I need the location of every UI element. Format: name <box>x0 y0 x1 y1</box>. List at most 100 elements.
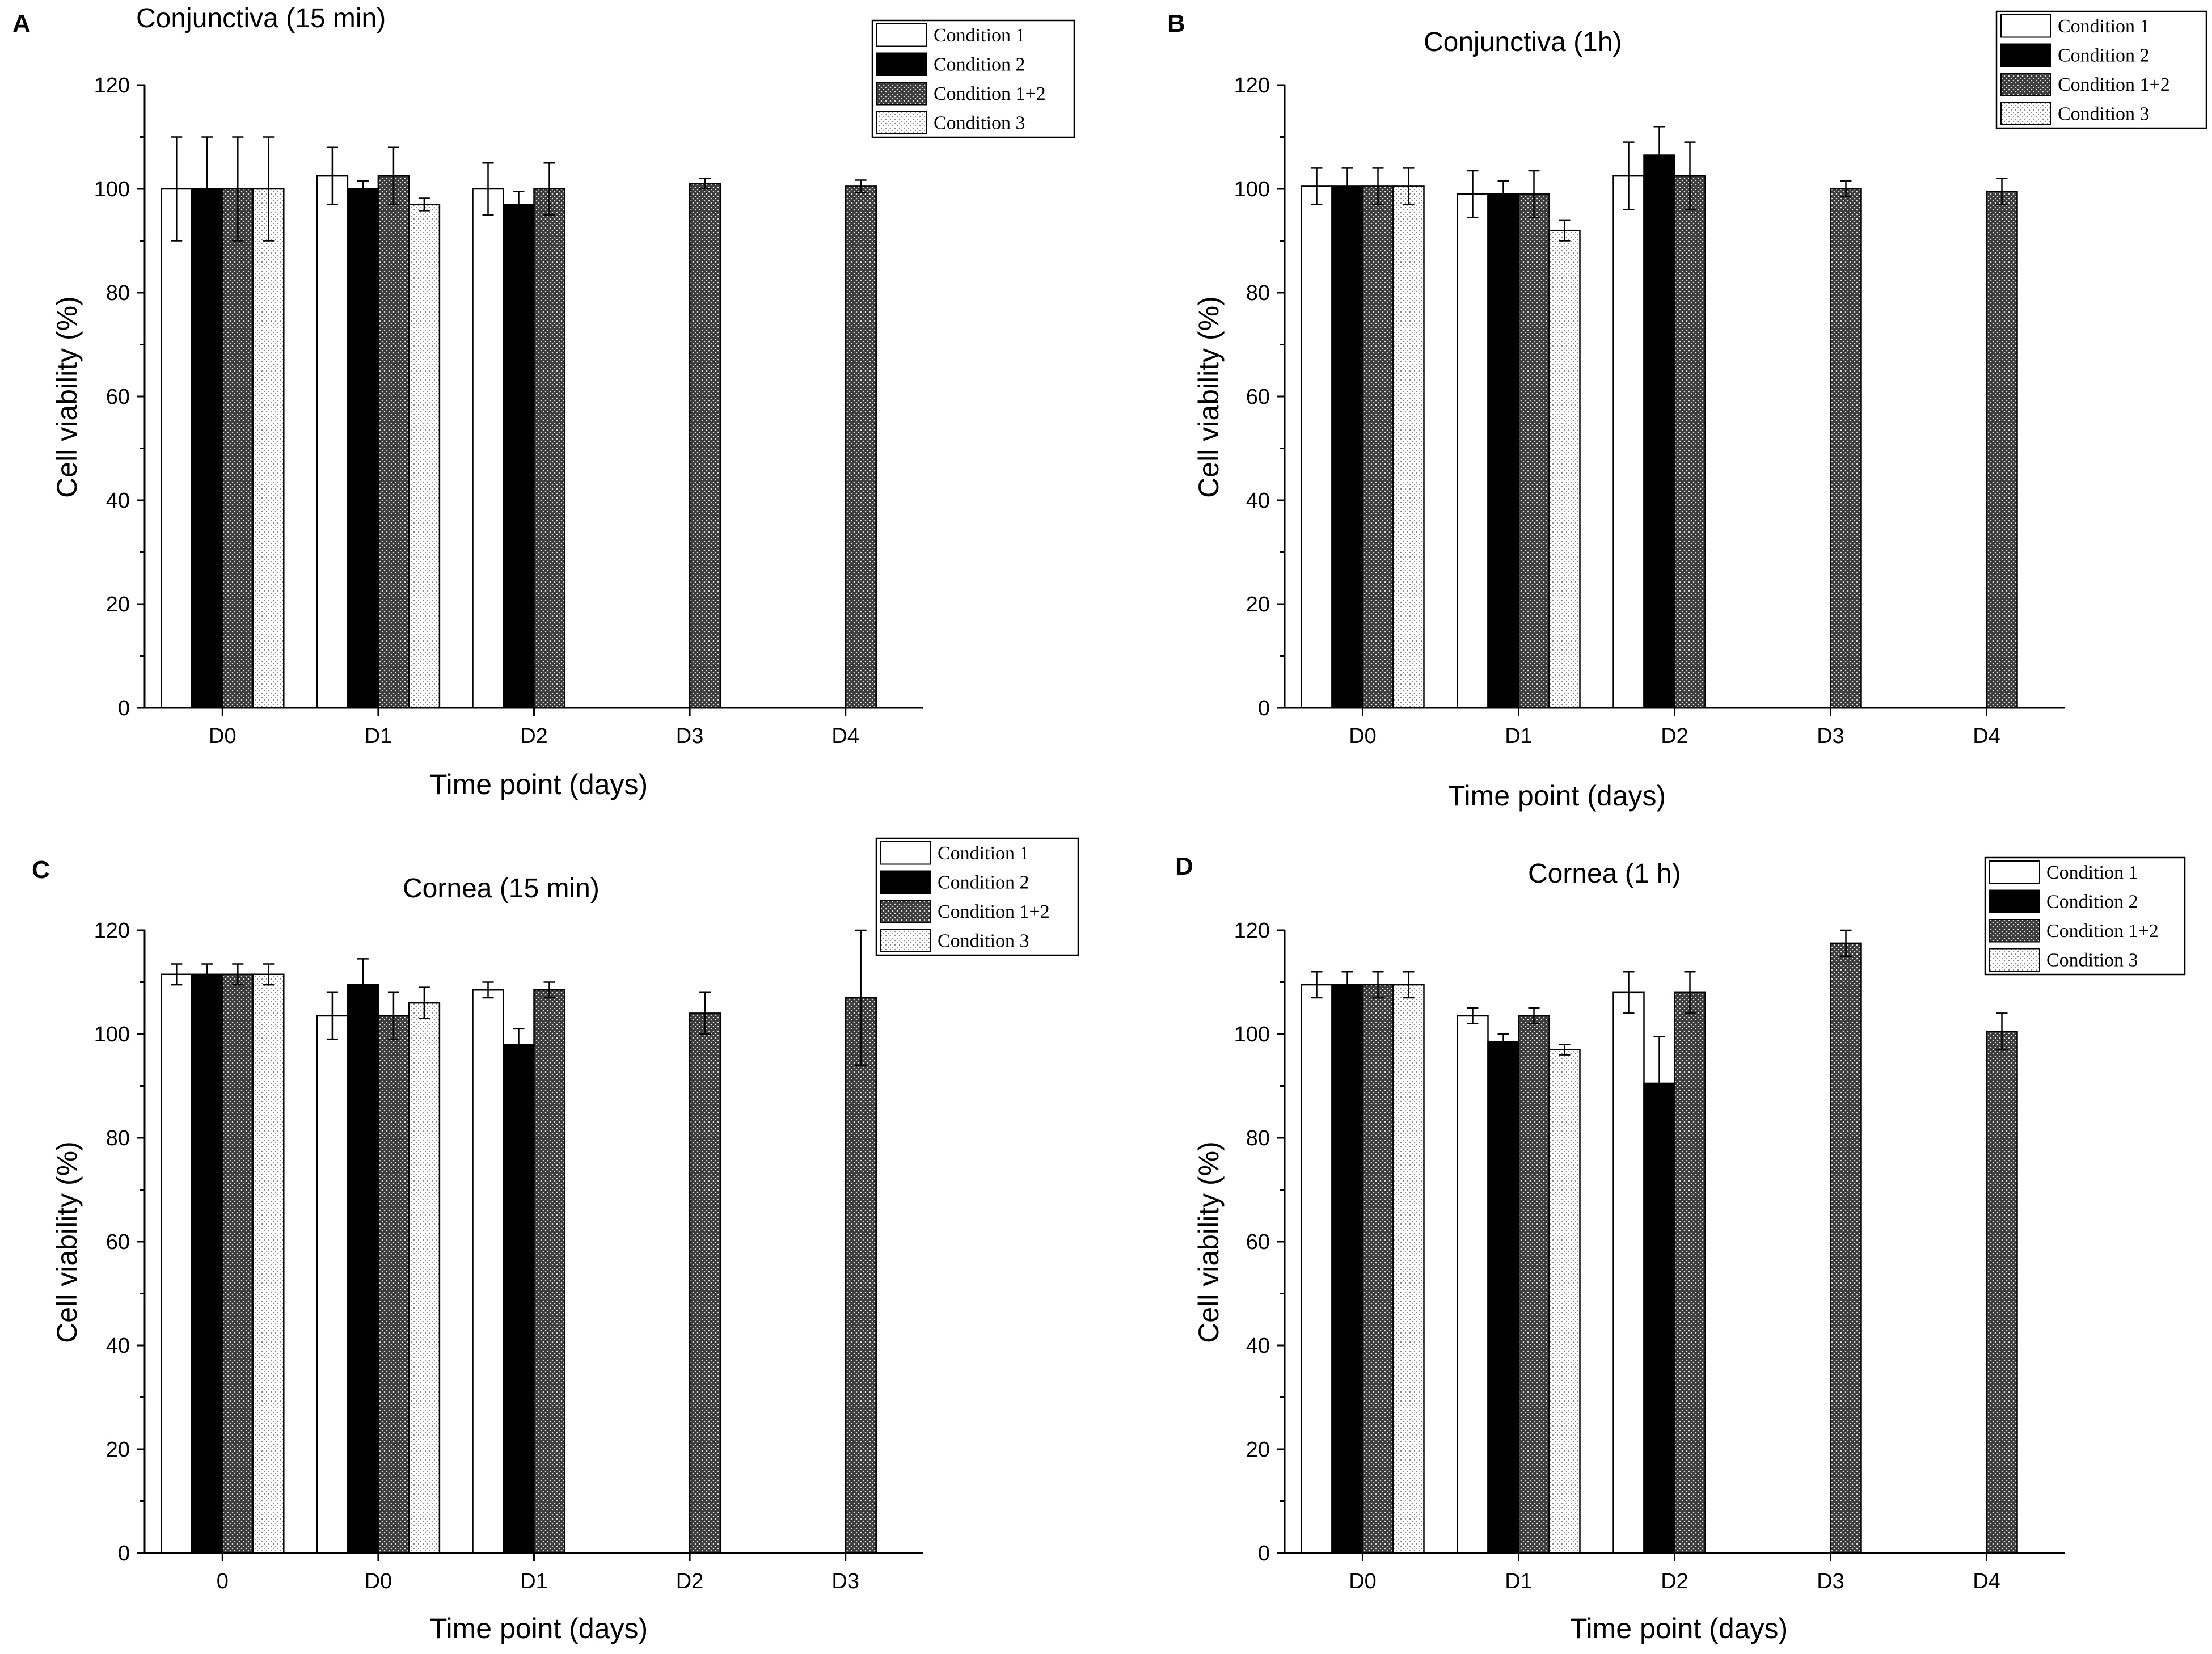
bar-b-D0-s4 <box>1392 185 1425 709</box>
panel-title-b: Conjunctiva (1h) <box>1424 27 1622 57</box>
legend-label-d-s4: Condition 3 <box>2046 950 2138 971</box>
y-tick-label-c: 100 <box>94 1023 130 1047</box>
panel-letter-b: B <box>1167 10 1185 37</box>
legend-swatch-d-s2 <box>1989 889 2040 913</box>
bar-d-D4-s3 <box>1986 1031 2018 1554</box>
legend-swatch-c-s2 <box>880 870 931 894</box>
x-tick-label-d: D1 <box>1505 1569 1533 1593</box>
bar-c-D0-s1 <box>316 1015 349 1554</box>
legend-swatch-a-s3 <box>876 82 927 106</box>
legend-label-c-s2: Condition 2 <box>938 872 1029 893</box>
panel-c: C Cornea (15 min) Cell viability (%) Tim… <box>32 837 1079 1644</box>
y-tick-label-a: 20 <box>106 593 130 617</box>
y-axis-label-d: Cell viability (%) <box>1193 1141 1225 1343</box>
bar-a-D0-s4 <box>252 188 285 709</box>
x-axis-label-a: Time point (days) <box>430 769 648 800</box>
x-tick-label-b: D3 <box>1817 724 1844 748</box>
panel-letter-a: A <box>12 10 31 37</box>
y-tick-label-d: 80 <box>1246 1126 1270 1150</box>
bar-a-D2-s1 <box>472 188 504 709</box>
bar-d-D1-s2 <box>1487 1041 1519 1554</box>
y-tick-label-c: 20 <box>106 1438 130 1462</box>
legend-swatch-c-s1 <box>880 841 931 865</box>
y-axis-label-b: Cell viability (%) <box>1193 296 1225 498</box>
bar-c-D0-s3 <box>377 1015 410 1554</box>
bar-b-D2-s2 <box>1643 154 1675 709</box>
x-tick-label-a: D3 <box>676 724 704 748</box>
bar-c-D1-s1 <box>472 989 504 1554</box>
bar-b-D2-s1 <box>1612 175 1645 709</box>
y-axis-label-c: Cell viability (%) <box>51 1141 83 1343</box>
legend-swatch-d-s4 <box>1989 948 2040 972</box>
y-tick-label-c: 40 <box>106 1334 130 1358</box>
legend-label-b-s1: Condition 1 <box>2058 16 2150 37</box>
y-tick-label-d: 0 <box>1258 1542 1270 1566</box>
legend-swatch-b-s1 <box>2000 14 2051 38</box>
bar-c-0-s4 <box>252 973 285 1554</box>
legend-label-a-s3: Condition 1+2 <box>934 83 1046 104</box>
bar-d-D2-s2 <box>1643 1082 1675 1554</box>
x-tick-label-c: D0 <box>365 1569 392 1593</box>
x-tick-label-b: D4 <box>1973 724 2000 748</box>
legend-swatch-d-s1 <box>1989 860 2040 884</box>
bar-b-D2-s3 <box>1674 175 1706 709</box>
y-tick-label-d: 20 <box>1246 1438 1270 1462</box>
bar-a-D0-s3 <box>222 188 254 709</box>
x-axis-label-c: Time point (days) <box>430 1613 648 1644</box>
x-tick-label-b: D1 <box>1505 724 1533 748</box>
bar-b-D4-s3 <box>1986 191 2018 709</box>
legend-label-c-s4: Condition 3 <box>938 931 1029 952</box>
bar-c-D2-s3 <box>689 1012 721 1554</box>
legend-label-a-s1: Condition 1 <box>934 25 1025 46</box>
legend-swatch-b-s4 <box>2000 102 2051 125</box>
y-tick-label-c: 60 <box>106 1230 130 1254</box>
legend-label-d-s1: Condition 1 <box>2046 862 2138 883</box>
bar-a-D1-s2 <box>347 188 379 709</box>
bar-c-D1-s2 <box>503 1044 535 1554</box>
panel-title-d: Cornea (1 h) <box>1528 859 1681 889</box>
bar-a-D0-s1 <box>161 188 193 709</box>
legend-swatch-c-s4 <box>880 929 931 952</box>
panel-letter-c: C <box>32 856 50 884</box>
bar-b-D0-s2 <box>1331 185 1363 709</box>
x-tick-label-c: D1 <box>520 1569 548 1593</box>
y-tick-label-b: 40 <box>1246 489 1270 513</box>
bar-b-D1-s4 <box>1548 229 1581 709</box>
bar-b-D1-s2 <box>1487 193 1519 709</box>
legend-label-a-s2: Condition 2 <box>934 54 1025 75</box>
bar-c-D3-s3 <box>845 997 877 1554</box>
x-tick-label-c: 0 <box>217 1569 229 1593</box>
y-tick-label-a: 0 <box>118 697 130 720</box>
x-axis-label-d: Time point (days) <box>1570 1613 1788 1644</box>
bar-d-D0-s4 <box>1392 984 1425 1554</box>
legend-a: Condition 1 Condition 2 Condition 1+2 Condi… <box>871 19 1075 138</box>
legend-swatch-a-s1 <box>876 23 927 47</box>
y-tick-label-a: 60 <box>106 385 130 409</box>
bar-a-D2-s3 <box>533 188 565 709</box>
y-tick-label-c: 120 <box>94 919 130 943</box>
legend-d: Condition 1 Condition 2 Condition 1+2 Condi… <box>1984 856 2186 976</box>
x-tick-label-d: D2 <box>1661 1569 1688 1593</box>
x-tick-label-d: D4 <box>1973 1569 2000 1593</box>
bar-c-D1-s3 <box>533 989 565 1554</box>
bar-d-D0-s2 <box>1331 984 1363 1554</box>
bar-c-D0-s4 <box>408 1002 441 1554</box>
x-tick-label-a: D1 <box>365 724 392 748</box>
legend-label-d-s3: Condition 1+2 <box>2046 921 2159 942</box>
y-tick-label-a: 120 <box>94 74 130 98</box>
legend-b: Condition 1 Condition 2 Condition 1+2 Condi… <box>1995 10 2207 129</box>
legend-swatch-b-s3 <box>2000 73 2051 96</box>
bar-b-D1-s3 <box>1518 193 1550 709</box>
legend-label-b-s3: Condition 1+2 <box>2058 74 2170 95</box>
legend-c: Condition 1 Condition 2 Condition 1+2 Condi… <box>875 837 1079 956</box>
y-tick-label-d: 40 <box>1246 1334 1270 1358</box>
y-tick-label-c: 80 <box>106 1126 130 1150</box>
x-tick-label-c: D3 <box>831 1569 859 1593</box>
legend-label-d-s2: Condition 2 <box>2046 892 2138 913</box>
y-tick-label-b: 20 <box>1246 593 1270 617</box>
bar-c-0-s3 <box>222 973 254 1554</box>
x-tick-label-d: D0 <box>1349 1569 1377 1593</box>
x-tick-label-d: D3 <box>1817 1569 1844 1593</box>
bar-d-D0-s1 <box>1301 984 1333 1554</box>
bar-d-D3-s3 <box>1830 942 1862 1554</box>
